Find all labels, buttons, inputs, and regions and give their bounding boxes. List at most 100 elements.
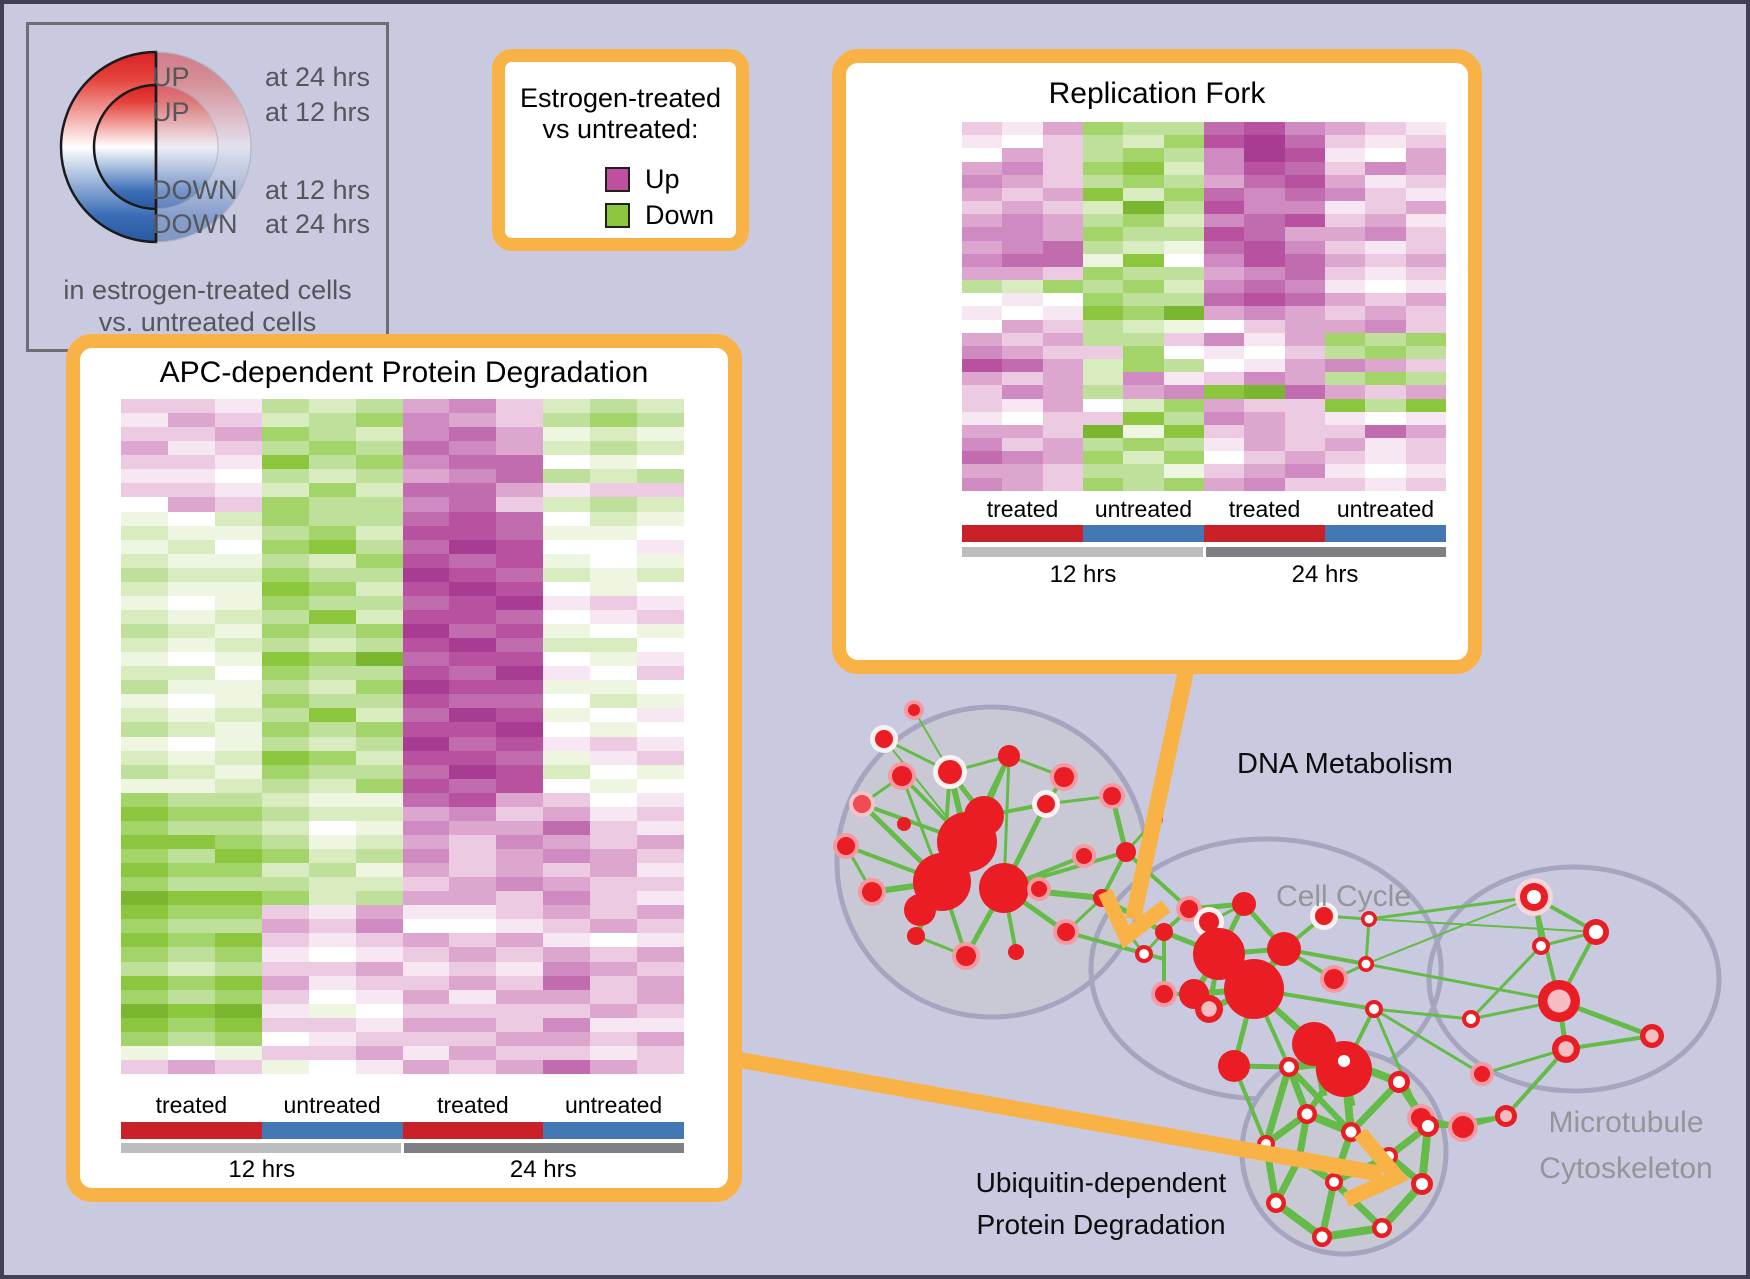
heatmap-cell: [1365, 214, 1406, 228]
heatmap-cell: [308, 778, 356, 793]
heatmap-cell: [543, 680, 591, 695]
heatmap-row: [121, 764, 685, 779]
arrow-apc-to-ubiquitin: [738, 1052, 1384, 1182]
network-node: [1195, 995, 1223, 1023]
heatmap-cell: [1365, 227, 1406, 241]
heatmap-cell: [167, 1017, 215, 1032]
heatmap-cell: [449, 511, 497, 526]
heatmap-cell: [590, 722, 638, 737]
network-node: [1341, 1122, 1361, 1142]
heatmap-cell: [1203, 424, 1245, 439]
heatmap-cell: [1324, 240, 1366, 254]
heatmap-cell: [214, 933, 262, 948]
network-edge: [963, 886, 1007, 958]
heatmap-cell: [355, 961, 403, 976]
condition-bar: [1204, 525, 1325, 542]
heatmap-cell: [402, 1045, 450, 1060]
network-node: [1411, 1173, 1433, 1195]
heatmap-row: [121, 834, 685, 849]
heatmap-cell: [496, 427, 544, 442]
network-node: [1411, 1108, 1431, 1128]
heatmap-cell: [121, 806, 168, 821]
network-node: [1292, 1022, 1336, 1066]
heatmap-cell: [1284, 293, 1325, 307]
heatmap-cell: [1002, 201, 1043, 215]
arrowhead-replication-fork: [1098, 888, 1171, 949]
heatmap-row: [962, 332, 1446, 346]
network-node: [1417, 1115, 1439, 1137]
heatmap-cell: [308, 806, 356, 821]
heatmap-cell: [1324, 253, 1366, 267]
heatmap-cell: [355, 806, 403, 821]
heatmap-cell: [402, 469, 450, 484]
heatmap-cell: [1123, 280, 1164, 294]
heatmap-cell: [1163, 293, 1204, 307]
heatmap-cell: [449, 961, 497, 976]
heatmap-cell: [167, 905, 215, 920]
heatmap-row: [121, 1003, 685, 1018]
heatmap-cell: [167, 708, 215, 723]
heatmap-cell: [1082, 424, 1124, 439]
heatmap-cell: [167, 399, 215, 414]
condition-bar: [121, 1122, 262, 1139]
heatmap-cell: [1002, 332, 1043, 346]
apc-panel: APC-dependent Protein Degradation treate…: [66, 334, 742, 1202]
network-edge: [845, 844, 943, 884]
heatmap-cell: [1203, 122, 1245, 136]
heatmap-cell: [402, 863, 450, 878]
heatmap-cell: [590, 441, 638, 456]
network-edge: [1342, 1008, 1376, 1070]
heatmap-cell: [167, 792, 215, 807]
network-node: [1527, 890, 1541, 904]
network-edge: [1565, 1034, 1653, 1051]
heatmap-cell: [1082, 135, 1124, 149]
heatmap-cell: [1365, 161, 1406, 175]
heatmap-cell: [402, 891, 450, 906]
heatmap-cell: [496, 919, 544, 934]
heatmap-cell: [308, 455, 356, 470]
heatmap-row: [121, 989, 685, 1004]
heatmap-cell: [496, 469, 544, 484]
heatmap-cell: [1284, 424, 1325, 439]
heatmap-cell: [1082, 464, 1124, 478]
heatmap-row: [962, 438, 1446, 452]
network-edge: [1124, 850, 1191, 911]
heatmap-cell: [121, 694, 168, 709]
heatmap-cell: [121, 680, 168, 695]
heatmap-cell: [1123, 122, 1164, 136]
heatmap-cell: [1203, 266, 1245, 281]
time-bars: [121, 1143, 684, 1153]
heatmap-cell: [402, 455, 450, 470]
heatmap-cell: [1284, 411, 1325, 425]
network-node: [964, 796, 1004, 836]
heatmap-cell: [121, 455, 168, 470]
heatmap-cell: [543, 877, 591, 892]
heatmap-cell: [1163, 345, 1204, 360]
heatmap-row: [121, 624, 685, 639]
heatmap-cell: [402, 1003, 450, 1018]
heatmap-cell: [1405, 372, 1446, 386]
heatmap-cell: [637, 947, 685, 962]
heatmap-cell: [355, 863, 403, 878]
heatmap-cell: [1123, 345, 1164, 360]
heatmap-row: [121, 469, 685, 484]
heatmap-cell: [214, 891, 262, 906]
heatmap-cell: [1324, 345, 1366, 360]
heatmap-cell: [1042, 240, 1083, 254]
heatmap-cell: [308, 441, 356, 456]
network-edge: [1418, 1125, 1432, 1185]
heatmap-cell: [1002, 214, 1043, 228]
heatmap-cell: [543, 849, 591, 864]
heatmap-row: [121, 708, 685, 723]
heatmap-cell: [1002, 161, 1043, 175]
heatmap-cell: [402, 413, 450, 428]
heatmap-cell: [1284, 332, 1325, 346]
heatmap-cell: [1042, 201, 1083, 215]
heatmap-cell: [1082, 359, 1124, 373]
heatmap-cell: [355, 399, 403, 414]
heatmap-cell: [1203, 372, 1245, 386]
heatmap-cell: [214, 708, 262, 723]
heatmap-cell: [449, 399, 497, 414]
heatmap-cell: [214, 469, 262, 484]
heatmap-cell: [261, 624, 309, 639]
